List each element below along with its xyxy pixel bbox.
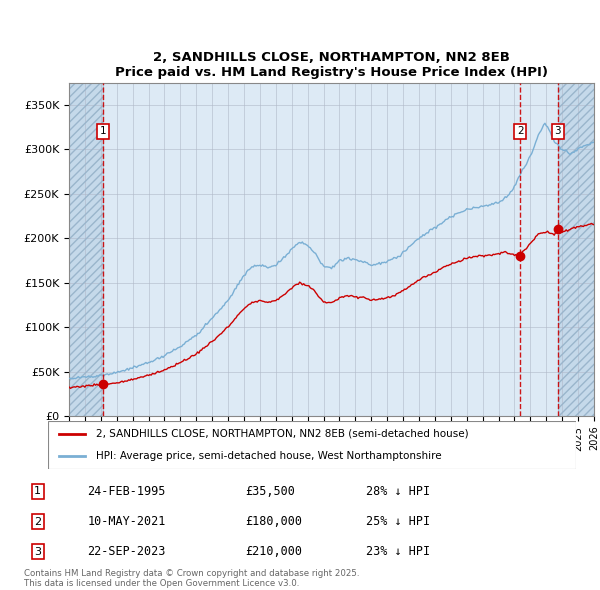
Bar [558, 83, 594, 416]
Text: 24-FEB-1995: 24-FEB-1995 [88, 485, 166, 498]
Bar [69, 83, 103, 416]
Text: 2, SANDHILLS CLOSE, NORTHAMPTON, NN2 8EB (semi-detached house): 2, SANDHILLS CLOSE, NORTHAMPTON, NN2 8EB… [95, 429, 468, 439]
Text: £210,000: £210,000 [245, 545, 302, 558]
Text: Contains HM Land Registry data © Crown copyright and database right 2025.
This d: Contains HM Land Registry data © Crown c… [24, 569, 359, 588]
Text: 2: 2 [34, 517, 41, 527]
Text: 23% ↓ HPI: 23% ↓ HPI [366, 545, 430, 558]
Text: 22-SEP-2023: 22-SEP-2023 [88, 545, 166, 558]
Text: 1: 1 [34, 486, 41, 496]
Bar [69, 83, 103, 416]
Text: HPI: Average price, semi-detached house, West Northamptonshire: HPI: Average price, semi-detached house,… [95, 451, 441, 461]
Text: £180,000: £180,000 [245, 515, 302, 528]
Text: 2: 2 [517, 126, 523, 136]
Text: £35,500: £35,500 [245, 485, 295, 498]
Text: 3: 3 [34, 547, 41, 557]
Title: 2, SANDHILLS CLOSE, NORTHAMPTON, NN2 8EB
Price paid vs. HM Land Registry's House: 2, SANDHILLS CLOSE, NORTHAMPTON, NN2 8EB… [115, 51, 548, 78]
Text: 3: 3 [554, 126, 561, 136]
Text: 28% ↓ HPI: 28% ↓ HPI [366, 485, 430, 498]
Bar [558, 83, 594, 416]
Text: 10-MAY-2021: 10-MAY-2021 [88, 515, 166, 528]
Text: 1: 1 [100, 126, 106, 136]
Text: 25% ↓ HPI: 25% ↓ HPI [366, 515, 430, 528]
